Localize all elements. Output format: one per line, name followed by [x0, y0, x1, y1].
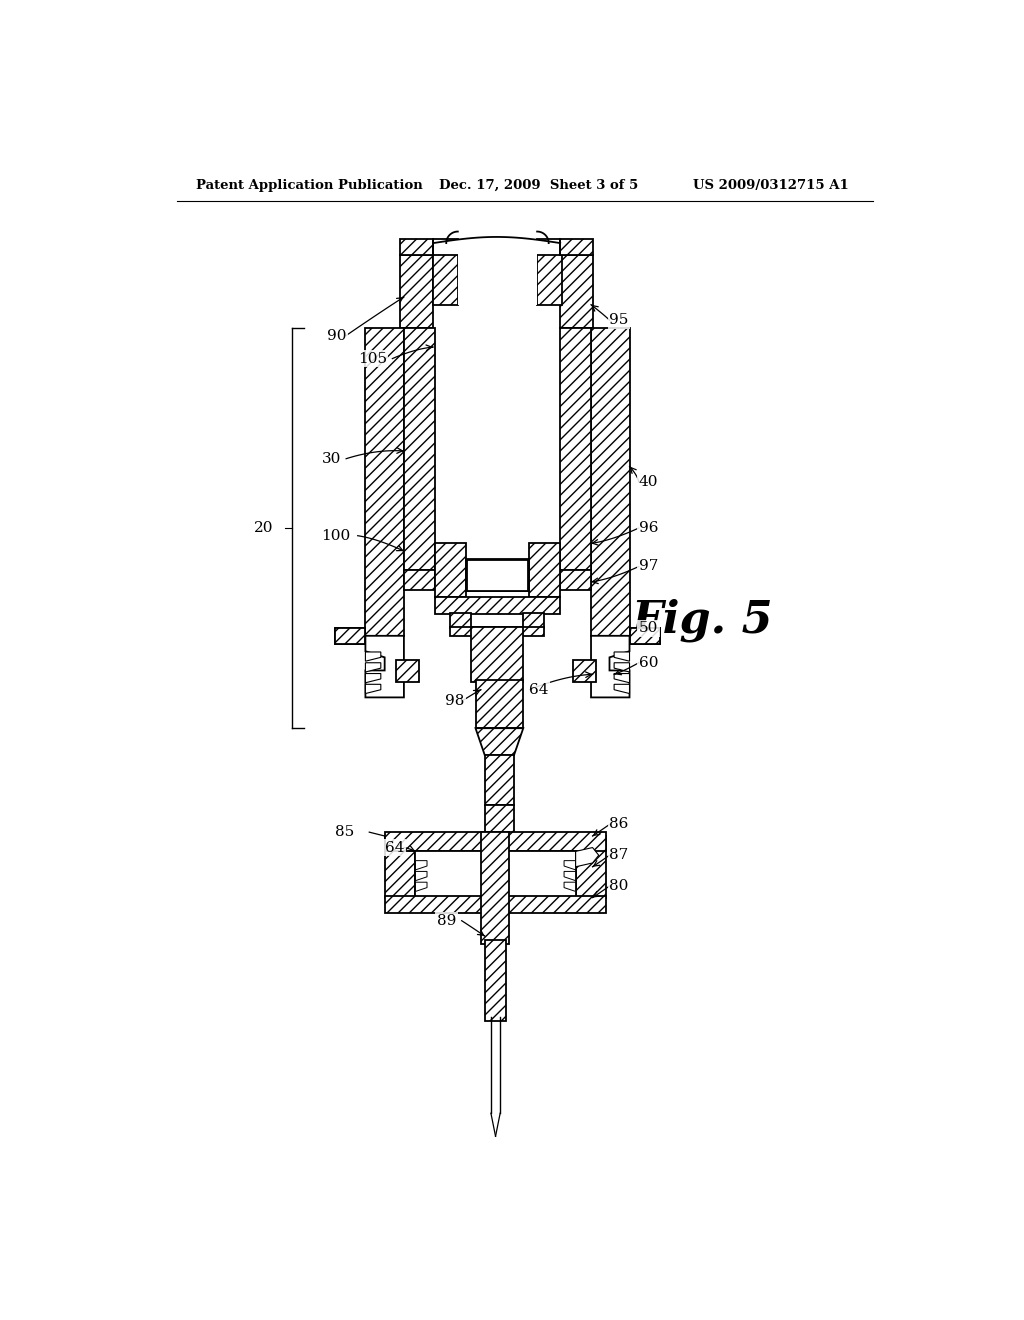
Text: 60: 60 [639, 656, 658, 669]
Polygon shape [560, 327, 591, 570]
Polygon shape [471, 627, 523, 682]
Polygon shape [614, 652, 630, 661]
Text: Fig. 5: Fig. 5 [631, 599, 773, 642]
Text: 80: 80 [609, 879, 629, 894]
Text: 20: 20 [254, 521, 273, 535]
Polygon shape [575, 836, 606, 898]
Polygon shape [564, 861, 575, 870]
Polygon shape [614, 684, 630, 693]
Polygon shape [435, 598, 560, 614]
Text: 30: 30 [322, 451, 341, 466]
Text: 64: 64 [385, 841, 404, 854]
Polygon shape [484, 755, 514, 805]
Polygon shape [416, 861, 427, 870]
Polygon shape [416, 871, 427, 880]
Text: 40: 40 [639, 475, 658, 488]
Text: Dec. 17, 2009  Sheet 3 of 5: Dec. 17, 2009 Sheet 3 of 5 [438, 178, 638, 191]
Polygon shape [484, 940, 506, 1020]
Polygon shape [433, 255, 458, 305]
Polygon shape [573, 660, 596, 682]
Polygon shape [403, 327, 435, 570]
Polygon shape [575, 847, 599, 867]
Polygon shape [538, 255, 562, 305]
Polygon shape [564, 882, 575, 891]
Polygon shape [385, 832, 606, 851]
Polygon shape [614, 673, 630, 682]
Text: 86: 86 [609, 817, 629, 832]
Polygon shape [396, 660, 419, 682]
Polygon shape [385, 836, 416, 898]
Polygon shape [591, 327, 630, 636]
Polygon shape [416, 851, 575, 898]
Polygon shape [366, 673, 381, 682]
Text: 100: 100 [322, 529, 351, 543]
Polygon shape [416, 882, 427, 891]
Polygon shape [560, 570, 591, 590]
Text: Patent Application Publication: Patent Application Publication [196, 178, 423, 191]
Polygon shape [484, 805, 514, 836]
Polygon shape [366, 636, 403, 697]
Polygon shape [560, 255, 593, 327]
Text: 97: 97 [639, 560, 658, 573]
Polygon shape [614, 663, 630, 672]
Polygon shape [475, 729, 523, 755]
Polygon shape [481, 832, 509, 944]
Text: US 2009/0312715 A1: US 2009/0312715 A1 [692, 178, 849, 191]
Polygon shape [529, 544, 560, 598]
Polygon shape [400, 239, 433, 255]
Polygon shape [335, 628, 366, 644]
Polygon shape [435, 544, 466, 598]
Polygon shape [366, 327, 403, 636]
Text: 96: 96 [639, 521, 658, 535]
Polygon shape [403, 570, 435, 590]
Text: 105: 105 [357, 351, 387, 366]
Text: 90: 90 [327, 329, 346, 342]
Text: 85: 85 [335, 825, 354, 840]
Polygon shape [366, 663, 381, 672]
Text: 87: 87 [609, 849, 629, 862]
Text: 50: 50 [639, 622, 658, 635]
Polygon shape [458, 239, 538, 305]
Polygon shape [451, 612, 471, 628]
Polygon shape [467, 561, 528, 591]
Text: 95: 95 [609, 313, 629, 327]
Polygon shape [400, 255, 433, 327]
Polygon shape [366, 652, 381, 661]
Polygon shape [451, 627, 544, 636]
Polygon shape [564, 871, 575, 880]
Polygon shape [560, 239, 593, 255]
Text: 98: 98 [444, 694, 464, 709]
Text: 64: 64 [529, 682, 549, 697]
Text: 89: 89 [437, 913, 457, 928]
Polygon shape [366, 684, 381, 693]
Polygon shape [385, 896, 606, 913]
Polygon shape [335, 628, 366, 644]
Polygon shape [466, 558, 529, 591]
Polygon shape [475, 681, 523, 729]
Polygon shape [630, 628, 660, 644]
Polygon shape [630, 628, 660, 644]
Polygon shape [523, 612, 544, 628]
Polygon shape [591, 636, 630, 697]
